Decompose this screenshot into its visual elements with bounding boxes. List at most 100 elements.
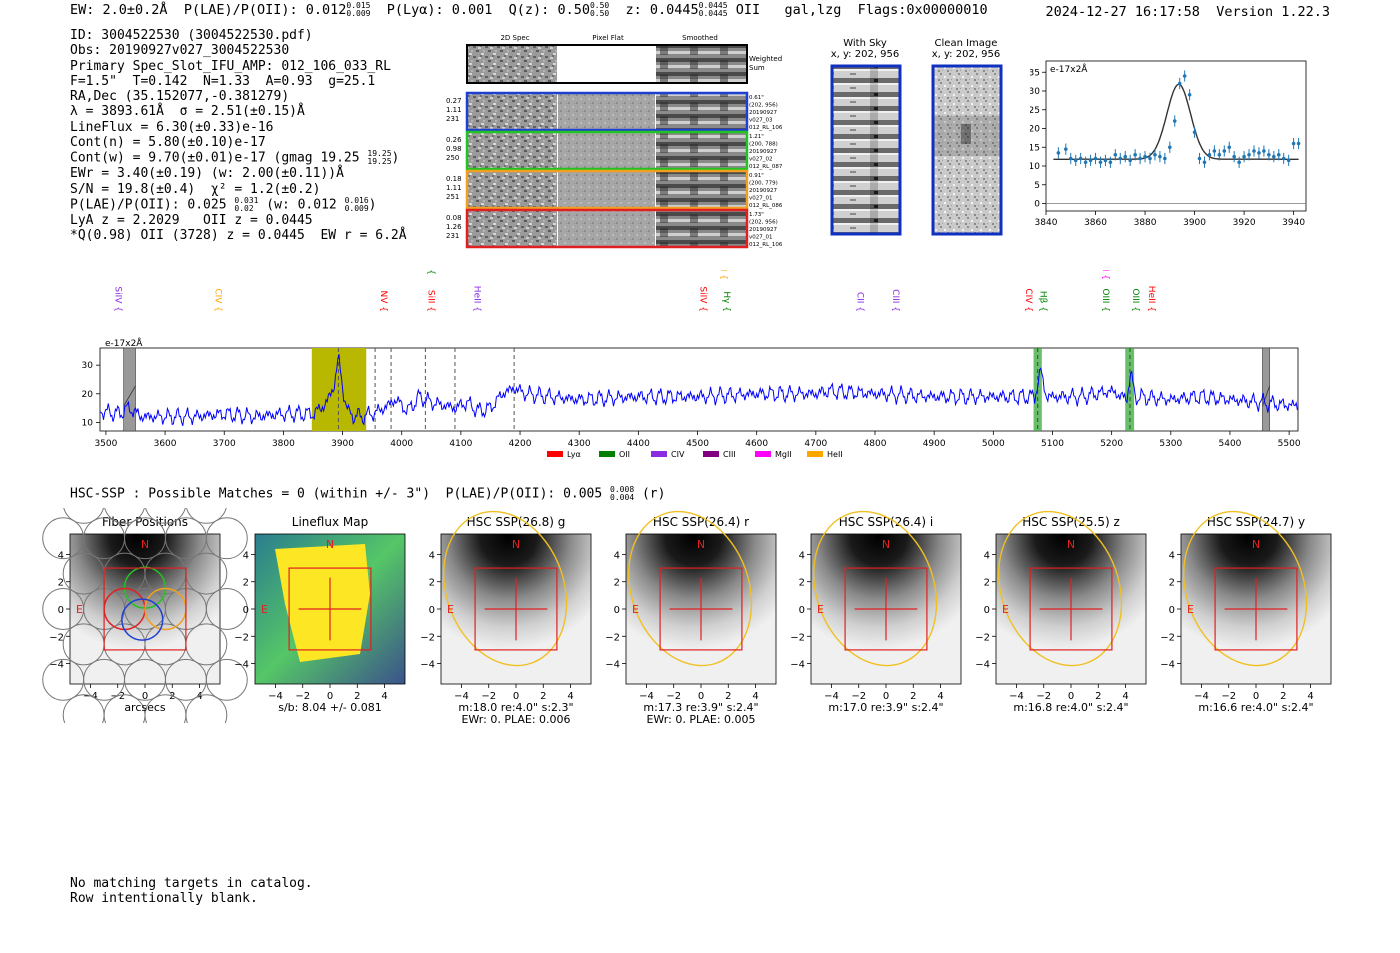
hsc-north-2: N	[512, 538, 520, 551]
fit-point-38	[1247, 152, 1251, 157]
hsc-4-xtick-label-4: 4	[937, 691, 943, 702]
row-1-smooth-cutout	[656, 132, 746, 169]
line-label-9: CII {	[854, 292, 864, 312]
spectrum-axes	[99, 347, 1299, 432]
row-1-flat-cutout	[558, 132, 655, 169]
row-1-note-0: 1.21"	[749, 134, 764, 140]
hsc-north-6: N	[1252, 538, 1260, 551]
legend-swatch-0	[547, 451, 563, 457]
hsc-panel-title-1: Lineflux Map	[292, 515, 368, 529]
spec-xtick-label-15: 5000	[982, 439, 1005, 449]
hsc-2-xtick-label-3: 2	[540, 691, 546, 702]
row-1-2d-cutout	[467, 132, 557, 169]
fit-xtick-label-0: 3840	[1035, 218, 1058, 228]
z-lo: 0.0445	[698, 9, 728, 18]
info-params: F=1.5" T=0.142 N=1.33 A=0.93 g=25.1	[70, 73, 376, 89]
hsc-5-xtick-label-1: −2	[1036, 691, 1051, 702]
fit-point-19	[1153, 152, 1157, 157]
hsc-summary-lo: 0.004	[610, 493, 635, 502]
spectra-cutouts: 2D Spec Pixel Flat Smoothed Weighted Sum…	[446, 34, 783, 249]
hsc-0-ytick-label-2: 0	[58, 605, 64, 616]
fit-point-11	[1113, 152, 1118, 157]
spec-xtick-label-2: 3700	[213, 439, 236, 449]
row-2-stat-2: 251	[446, 193, 459, 201]
fit-ytick-label-6: 30	[1030, 87, 1040, 97]
masked-band-0	[123, 347, 136, 432]
hsc-north-4: N	[882, 538, 890, 551]
hsc-5-xtick-label-3: 2	[1095, 691, 1101, 702]
hsc-caption-2: m:18.0 re:4.0" s:2.3"	[458, 701, 573, 714]
fit-point-20	[1158, 154, 1162, 159]
fit-point-3	[1073, 158, 1078, 163]
ew-text: EW: 2.0±0.2Å	[70, 2, 168, 18]
fit-point-16	[1138, 156, 1142, 161]
hsc-caption-3: m:17.3 re:3.9" s:2.4"	[643, 701, 758, 714]
info-ewr: EWr = 3.40(±0.19) (w: 2.00(±0.11))Å	[70, 166, 344, 182]
hsc-aperture-0	[103, 567, 187, 651]
hsc-north-5: N	[1067, 538, 1075, 551]
info-lya: LyA z = 2.2029 OII z = 0.0445	[70, 212, 313, 228]
hsc-3-ytick-label-3: −2	[605, 632, 620, 643]
row-0-frame	[465, 91, 749, 132]
fit-point-30	[1207, 152, 1212, 157]
line-label-8: Hγ {	[721, 291, 731, 312]
with-sky-title: With Sky	[843, 38, 887, 49]
plae2-bounds: 0.031 0.02	[234, 196, 258, 213]
hsc-0-xtick-label-3: 2	[169, 691, 175, 702]
spec-ytick-label-2: 30	[82, 361, 94, 371]
contw-lo: 19.25	[367, 157, 392, 167]
spec-xtick-label-18: 5300	[1159, 439, 1182, 449]
fit-point-5	[1083, 160, 1088, 165]
line-label-0: SiIV {	[112, 286, 122, 312]
fit-point-35	[1232, 154, 1236, 159]
fit-point-24	[1177, 81, 1182, 86]
hsc-4-xtick-label-0: −4	[824, 691, 839, 702]
info-primary: Primary Spec_Slot_IFU_AMP: 012_106_033_R…	[70, 58, 391, 74]
fit-point-23	[1172, 119, 1177, 123]
hsc-4-ytick-label-2: 0	[799, 605, 805, 616]
hsc-2-xtick-label-2: 0	[513, 691, 519, 702]
legend-swatch-2	[651, 451, 667, 457]
col-pixel-flat: Pixel Flat	[592, 34, 624, 42]
fit-ytick-label-4: 20	[1030, 125, 1040, 135]
z-hi: 0.0445	[698, 1, 728, 10]
qz-hi: 0.50	[589, 1, 610, 10]
fit-point-2	[1068, 156, 1073, 161]
spec-xtick-label-5: 4000	[390, 439, 413, 449]
hsc-caption-4: m:17.0 re:3.9" s:2.4"	[828, 701, 943, 714]
hsc-6-ytick-label-3: −2	[1160, 632, 1175, 643]
hsc-5-ytick-label-2: 0	[984, 605, 990, 616]
hsc-ellipse-5	[998, 510, 1123, 667]
row-1-frame	[465, 130, 749, 171]
fiber-circle	[185, 694, 228, 723]
row-2-stat-1: 1.11	[446, 184, 462, 192]
hsc-east-5: E	[1002, 603, 1009, 616]
hsc-summary-bounds: 0.008 0.004	[610, 486, 634, 502]
lineflux-peak	[275, 544, 370, 662]
plae2-mid: (w: 0.012	[258, 197, 337, 213]
line-label-15: OIII {	[1130, 288, 1140, 312]
line-label-5: HeII {	[472, 286, 482, 312]
spec-xtick-label-16: 5100	[1041, 439, 1064, 449]
line-label-7: CIII {	[718, 270, 728, 280]
fit-point-34	[1227, 145, 1232, 150]
hsc-east-3: E	[632, 603, 639, 616]
hsc-1-ytick-label-0: 4	[243, 550, 249, 561]
row-0-stat-2: 231	[446, 115, 459, 123]
row-3-2d-cutout	[467, 210, 557, 247]
z-text: z: 0.0445	[625, 2, 699, 18]
hsc-summary-suffix: (r)	[634, 486, 666, 502]
hsc-0-xtick-label-4: 4	[196, 691, 202, 702]
fit-point-36	[1237, 160, 1241, 165]
hsc-6-xtick-label-0: −4	[1194, 691, 1209, 702]
row-0-stat-1: 1.11	[446, 106, 462, 114]
line-label-2: NeIII {	[425, 270, 435, 275]
spec-xtick-label-4: 3900	[331, 439, 354, 449]
fit-point-8	[1098, 160, 1103, 165]
fit-point-22	[1168, 145, 1172, 150]
clean-image-title: Clean Image	[934, 38, 998, 49]
hsc-2-xtick-label-0: −4	[454, 691, 469, 702]
qz-bounds: 0.50 0.50	[590, 2, 609, 18]
masked-hatch-0	[123, 385, 136, 407]
fit-point-47	[1291, 141, 1296, 146]
